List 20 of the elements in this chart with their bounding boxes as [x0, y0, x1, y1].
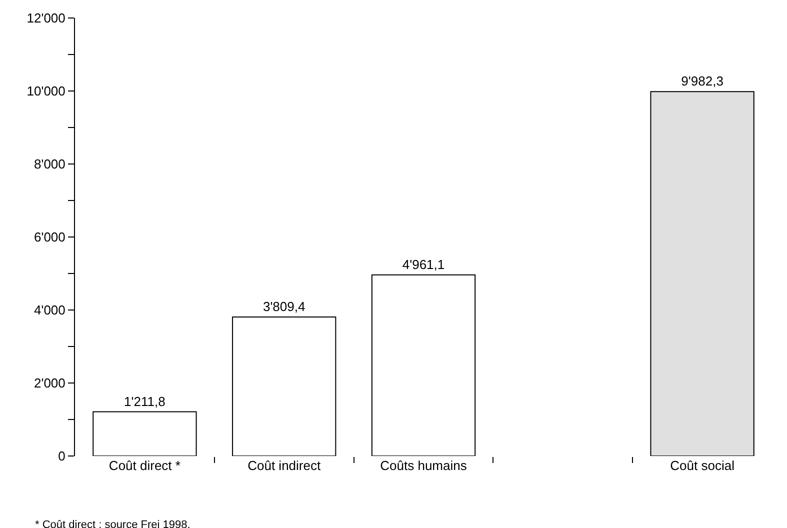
y-tick-label: 6'000: [34, 230, 66, 245]
y-tick-label: 10'000: [26, 84, 66, 99]
data-label: 1'211,8: [124, 394, 166, 409]
data-label: 9'982,3: [681, 74, 724, 89]
x-tick-label: Coût indirect: [248, 458, 321, 473]
data-label: 3'809,4: [262, 298, 306, 314]
x-tick-label: Coûts humains: [380, 458, 468, 473]
y-tick-label: 4'000: [34, 302, 66, 318]
x-tick-label: Coût direct *: [108, 458, 180, 473]
y-tick-label: 8'000: [34, 156, 66, 172]
y-tick-label: 2'000: [34, 376, 66, 391]
data-label: 4'961,1: [402, 256, 445, 272]
bar: [92, 411, 197, 456]
text: * Coût direct : source Frei 1998.: [35, 519, 190, 528]
bar: [371, 274, 476, 456]
bar: [650, 91, 754, 456]
x-tick-label: Coût social: [670, 458, 735, 473]
y-tick-label: 12'000: [26, 10, 66, 26]
y-tick-label: 0: [58, 448, 66, 464]
bar: [232, 316, 336, 456]
